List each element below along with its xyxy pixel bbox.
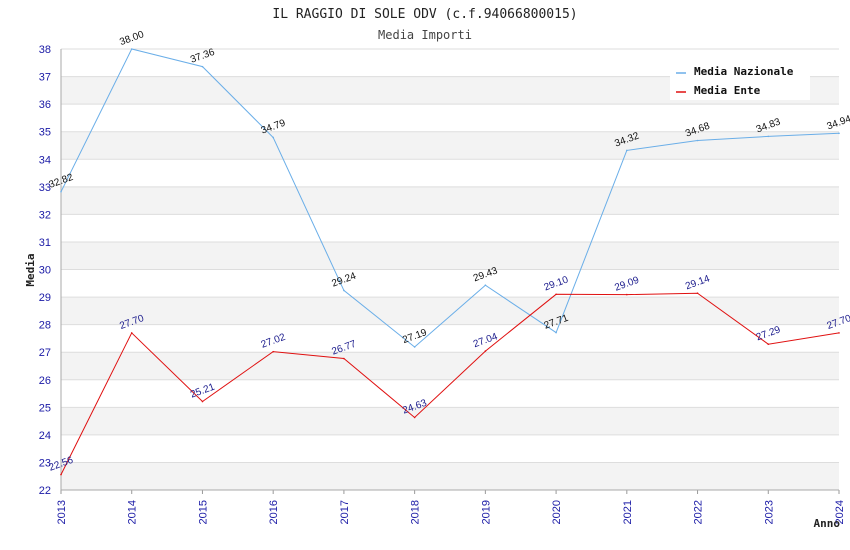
y-tick-label: 33 [39, 182, 51, 194]
band [61, 186, 839, 215]
x-tick-label: 2019 [480, 500, 492, 524]
data-point [838, 332, 840, 334]
y-axis-label: Media [24, 253, 37, 286]
legend-background [670, 60, 810, 100]
data-label: 34.94 [826, 113, 850, 132]
series-line-media-ente [60, 292, 840, 475]
x-tick-label: 2022 [693, 500, 705, 524]
chart-subtitle: Media Importi [378, 28, 472, 42]
data-point [555, 293, 557, 296]
y-tick-labels: 22 23 24 25 26 27 28 29 30 31 32 33 34 35 36 37 38 [39, 44, 51, 497]
y-tick-label: 24 [39, 430, 51, 442]
x-axis-label: Anno [814, 517, 841, 530]
y-tick-label: 23 [39, 457, 51, 469]
data-point [201, 400, 204, 403]
data-label: 38.00 [118, 29, 146, 48]
y-tick-label: 28 [39, 320, 51, 332]
data-label: 27.02 [260, 332, 288, 351]
y-tick-label: 22 [39, 485, 51, 497]
chart-title: IL RAGGIO DI SOLE ODV (c.f.94066800015) [272, 7, 577, 22]
data-label: 29.14 [684, 273, 712, 292]
data-point [343, 289, 345, 292]
y-tick-label: 32 [39, 209, 51, 221]
data-point [201, 65, 204, 68]
x-tick-label: 2018 [410, 500, 422, 524]
x-tick-labels: 2013 2014 2015 2016 2017 2018 2019 2020 2021 2022… [56, 500, 846, 524]
y-tick-label: 27 [39, 347, 51, 359]
band [61, 131, 839, 160]
data-point [767, 135, 770, 138]
band [61, 352, 839, 380]
series-lines [60, 48, 840, 476]
band [61, 241, 839, 270]
data-label: 27.04 [472, 331, 500, 350]
legend: Media Nazionale Media Ente [670, 60, 810, 100]
x-tick-label: 2013 [56, 500, 68, 524]
x-tick-label: 2017 [339, 500, 351, 524]
y-tick-label: 25 [39, 402, 51, 414]
band [61, 462, 839, 490]
data-point [413, 346, 416, 348]
data-point [555, 331, 557, 334]
axes [60, 49, 839, 491]
series-line-media-nazionale [60, 48, 840, 348]
data-point [626, 149, 628, 152]
data-point [484, 350, 487, 352]
data-point [130, 332, 133, 334]
x-tick-label: 2015 [197, 500, 209, 524]
data-point [484, 284, 487, 287]
x-tick-label: 2016 [268, 500, 280, 524]
y-tick-label: 30 [39, 265, 51, 277]
data-label: 25.21 [189, 382, 217, 401]
y-tick-label: 37 [39, 72, 51, 84]
data-label: 29.10 [543, 274, 571, 293]
data-point [626, 293, 628, 296]
data-label: 29.09 [613, 275, 641, 294]
data-point [838, 132, 840, 135]
legend-label-media-nazionale: Media Nazionale [694, 65, 794, 78]
data-point [130, 48, 133, 50]
legend-label-media-ente: Media Ente [694, 84, 761, 97]
x-tick-label: 2021 [622, 500, 634, 524]
x-tick-label: 2024 [834, 500, 846, 524]
y-tick-label: 31 [39, 237, 51, 249]
data-label: 27.29 [755, 324, 783, 343]
data-point [696, 139, 699, 142]
y-tick-label: 29 [39, 292, 51, 304]
x-tick-label: 2023 [763, 500, 775, 524]
y-tick-label: 26 [39, 375, 51, 387]
data-point [343, 357, 345, 360]
data-point [60, 473, 62, 476]
data-label: 37.36 [189, 47, 217, 66]
data-label: 29.24 [330, 271, 358, 290]
band [61, 407, 839, 435]
data-label: 27.19 [401, 327, 429, 346]
x-tick-label: 2014 [127, 500, 139, 524]
y-tick-label: 35 [39, 127, 51, 139]
x-tick-label: 2020 [551, 500, 563, 524]
data-point [413, 416, 416, 419]
data-point [696, 292, 699, 295]
y-tick-label: 34 [39, 154, 51, 166]
data-point [272, 136, 274, 139]
data-point [272, 350, 274, 353]
data-point [60, 190, 62, 193]
data-point [767, 343, 770, 345]
y-tick-label: 38 [39, 44, 51, 56]
y-tick-label: 36 [39, 99, 51, 111]
